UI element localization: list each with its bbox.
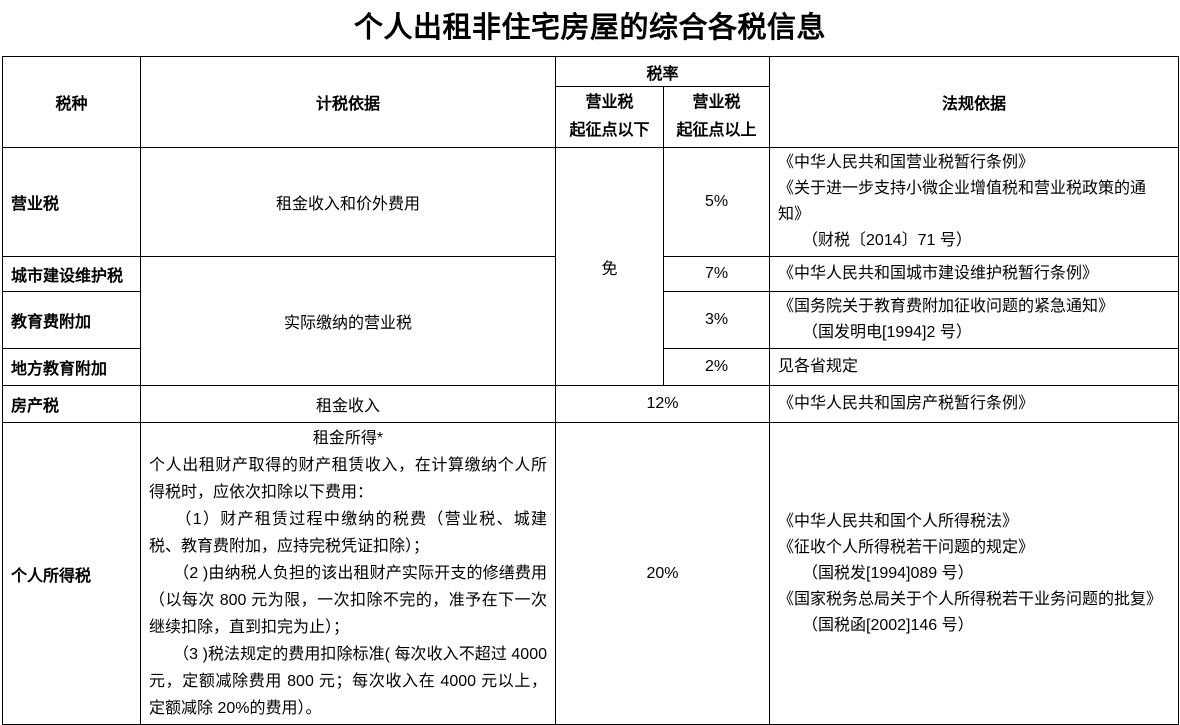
tax-name-cell: 地方教育附加 [2, 348, 141, 386]
tax-info-table: 税种 计税依据 税率 法规依据 营业税 起征点以下 营业税 起征点以上 营业税 … [2, 56, 1180, 725]
rate-above-cell: 7% [662, 256, 771, 292]
table-row-business-tax: 营业税 租金收入和价外费用 免 5% 《中华人民共和国营业税暂行条例》 《关于进… [2, 147, 1180, 386]
legal-basis-cell: 《中华人民共和国营业税暂行条例》 《关于进一步支持小微企业增值税和营业税政策的通… [769, 147, 1180, 257]
table-row-local-education-surcharge: 地方教育附加 2% 见各省规定 [2, 348, 1180, 386]
legal-basis-cell: 《中华人民共和国城市建设维护税暂行条例》 [769, 256, 1180, 292]
tax-name-cell: 城市建设维护税 [2, 256, 141, 292]
legal-basis-cell: 《中华人民共和国个人所得税法》 《征收个人所得税若干问题的规定》 （国税发[19… [769, 422, 1180, 725]
page-title: 个人出租非住宅房屋的综合各税信息 [353, 12, 826, 44]
rate-above-cell: 3% [662, 291, 771, 349]
table-header-row-1: 税种 计税依据 税率 法规依据 [2, 56, 1180, 148]
table-row-urban-construction-tax: 城市建设维护税 实际缴纳的营业税 7% 《中华人民共和国城市建设维护税暂行条例》 [2, 256, 1180, 386]
header-tax-rate: 税率 [554, 56, 771, 87]
basis-cell: 租金收入 [140, 385, 556, 423]
legal-basis-cell: 见各省规定 [769, 348, 1180, 386]
tax-name-cell: 房产税 [2, 385, 141, 423]
rate-cell: 12% [554, 385, 771, 423]
basis-cell: 实际缴纳的营业税 [140, 256, 556, 386]
header-rate-above-threshold: 营业税 起征点以上 [662, 86, 771, 148]
table-row-individual-income-tax: 个人所得税 租金所得* 个人出租财产取得的财产租赁收入，在计算缴纳个人所得税时，… [2, 422, 1180, 725]
table-header-row-2: 营业税 起征点以下 营业税 起征点以上 [3, 86, 1179, 148]
basis-title: 租金所得* [312, 430, 384, 447]
header-rate-below-threshold: 营业税 起征点以下 [555, 86, 664, 148]
basis-body: 个人出租财产取得的财产租赁收入，在计算缴纳个人所得税时，应依次扣除以下费用： （… [149, 457, 547, 717]
header-legal-basis: 法规依据 [769, 56, 1180, 148]
rate-below-cell-exempt: 免 [555, 147, 664, 386]
legal-basis-cell: 《国务院关于教育费附加征收问题的紧急通知》 （国发明电[1994]2 号） [769, 291, 1180, 349]
rate-above-cell: 5% [662, 147, 771, 257]
header-tax-basis: 计税依据 [140, 56, 556, 148]
rate-cell: 20% [554, 422, 771, 725]
basis-cell: 租金收入和价外费用 [140, 147, 556, 257]
rate-above-cell: 2% [662, 348, 771, 386]
tax-name-cell: 个人所得税 [2, 422, 141, 725]
tax-name-cell: 教育费附加 [2, 291, 141, 349]
tax-name-cell: 营业税 [2, 147, 141, 257]
table-row-education-surcharge: 教育费附加 3% 《国务院关于教育费附加征收问题的紧急通知》 （国发明电[199… [2, 291, 1180, 349]
table-row-property-tax: 房产税 租金收入 12% 《中华人民共和国房产税暂行条例》 [2, 385, 1180, 423]
basis-cell: 租金所得* 个人出租财产取得的财产租赁收入，在计算缴纳个人所得税时，应依次扣除以… [140, 422, 556, 725]
header-tax-type: 税种 [2, 56, 141, 148]
legal-basis-cell: 《中华人民共和国房产税暂行条例》 [769, 385, 1180, 423]
